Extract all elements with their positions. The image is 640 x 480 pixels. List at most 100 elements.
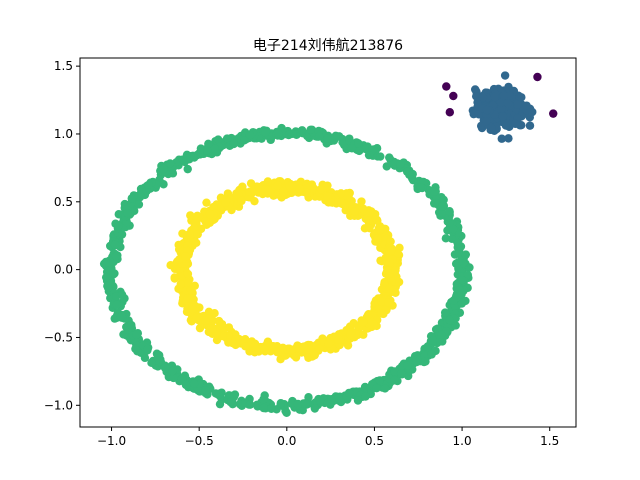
outer-ring-point bbox=[112, 300, 121, 309]
outer-ring-point bbox=[282, 408, 291, 417]
inner-ring-point bbox=[205, 209, 215, 219]
outer-ring-point bbox=[177, 374, 187, 384]
inner-ring-point bbox=[365, 209, 374, 219]
outer-ring-point bbox=[230, 392, 239, 401]
outer-ring-point bbox=[134, 200, 144, 209]
outer-ring-point bbox=[213, 135, 223, 144]
blob-point bbox=[513, 100, 522, 109]
outer-ring-point bbox=[169, 373, 178, 383]
outer-ring-point bbox=[334, 394, 343, 403]
outer-ring-point bbox=[222, 134, 232, 143]
blob-point bbox=[497, 104, 506, 113]
inner-ring-point bbox=[263, 177, 273, 186]
inner-ring-point bbox=[201, 316, 210, 325]
inner-ring-point bbox=[391, 288, 400, 297]
inner-ring-point bbox=[281, 351, 290, 360]
outer-ring-point bbox=[429, 187, 439, 196]
outlier-point bbox=[533, 72, 542, 82]
blob-point bbox=[522, 101, 531, 110]
outer-ring-point bbox=[301, 399, 310, 408]
inner-ring-point bbox=[295, 184, 304, 194]
outer-ring-point bbox=[445, 206, 454, 216]
outer-ring-point bbox=[380, 384, 390, 393]
inner-ring-point bbox=[183, 294, 192, 303]
inner-ring-point bbox=[217, 319, 227, 329]
outer-ring-point bbox=[147, 358, 156, 368]
plot-frame bbox=[79, 57, 577, 428]
outer-ring-point bbox=[390, 376, 399, 385]
inner-ring-point bbox=[384, 298, 393, 307]
outer-ring-point bbox=[261, 128, 270, 137]
inner-ring-point bbox=[358, 204, 368, 213]
outer-ring-point bbox=[267, 404, 276, 413]
inner-ring-point bbox=[326, 198, 336, 207]
outer-ring-point bbox=[433, 324, 442, 333]
x-tick-label: 1.5 bbox=[540, 434, 559, 448]
outer-ring-point bbox=[441, 234, 451, 243]
outer-ring-point bbox=[416, 183, 425, 192]
outer-ring-point bbox=[457, 275, 467, 285]
outer-ring-point bbox=[421, 357, 430, 366]
blob-point bbox=[525, 121, 535, 130]
inner-ring-point bbox=[379, 224, 388, 233]
outer-ring-point bbox=[314, 132, 324, 141]
blob-point bbox=[498, 112, 508, 121]
outer-ring-point bbox=[428, 336, 438, 345]
outer-ring-point bbox=[123, 208, 132, 218]
outer-ring-point bbox=[229, 139, 238, 149]
outer-ring-point bbox=[245, 400, 255, 409]
outer-ring-point bbox=[111, 252, 121, 261]
inner-ring-point bbox=[263, 186, 273, 195]
outer-ring-point bbox=[197, 145, 206, 154]
outer-ring-point bbox=[259, 395, 268, 404]
outer-ring-point bbox=[355, 146, 364, 156]
outer-ring-point bbox=[447, 234, 457, 244]
y-axis: −1.0 −0.5 0.0 0.5 1.0 1.5 bbox=[44, 59, 80, 412]
y-tick-label: 1.5 bbox=[54, 59, 73, 73]
inner-ring-point bbox=[391, 266, 400, 275]
outer-ring-point bbox=[240, 136, 249, 145]
inner-ring-point bbox=[192, 313, 202, 322]
inner-ring-point bbox=[373, 234, 382, 243]
blob-point bbox=[499, 91, 508, 100]
outer-ring-point bbox=[165, 159, 175, 168]
inner-ring-point bbox=[364, 216, 373, 226]
inner-ring-point bbox=[233, 190, 243, 199]
inner-ring-point bbox=[357, 197, 366, 206]
inner-ring-point bbox=[170, 274, 179, 283]
outer-ring-point bbox=[396, 159, 405, 169]
outer-ring-point bbox=[385, 153, 394, 162]
inner-ring-point bbox=[241, 342, 250, 351]
inner-ring-point bbox=[238, 182, 247, 191]
outer-ring-point bbox=[211, 389, 220, 398]
outer-ring-point bbox=[168, 366, 177, 376]
outer-ring-point bbox=[454, 258, 463, 267]
outer-ring-point bbox=[364, 150, 374, 160]
outer-ring-point bbox=[440, 308, 450, 317]
outer-ring-point bbox=[201, 386, 211, 395]
outer-ring-point bbox=[403, 361, 412, 370]
outer-ring-point bbox=[285, 130, 294, 139]
outer-ring-point bbox=[327, 394, 336, 404]
inner-ring-point bbox=[337, 199, 346, 208]
inner-ring-point bbox=[210, 309, 219, 318]
outer-ring-point bbox=[204, 139, 213, 148]
outer-ring-point bbox=[315, 395, 325, 405]
blob-point bbox=[478, 93, 488, 102]
inner-ring-point bbox=[245, 187, 254, 196]
inner-ring-point bbox=[377, 297, 386, 307]
outer-ring-point bbox=[323, 134, 332, 143]
inner-ring-point bbox=[359, 330, 368, 339]
outer-ring-point bbox=[131, 344, 140, 354]
outer-ring-point bbox=[287, 399, 296, 408]
outlier-point bbox=[549, 109, 558, 118]
outer-ring-point bbox=[103, 281, 112, 291]
outer-ring-point bbox=[182, 154, 192, 164]
outer-ring-point bbox=[109, 268, 118, 278]
outer-ring-point bbox=[390, 367, 399, 376]
inner-ring-point bbox=[385, 258, 394, 267]
outer-ring-point bbox=[376, 152, 385, 161]
blob-point bbox=[471, 92, 481, 101]
inner-ring-point bbox=[188, 305, 197, 314]
inner-ring-point bbox=[384, 284, 394, 294]
